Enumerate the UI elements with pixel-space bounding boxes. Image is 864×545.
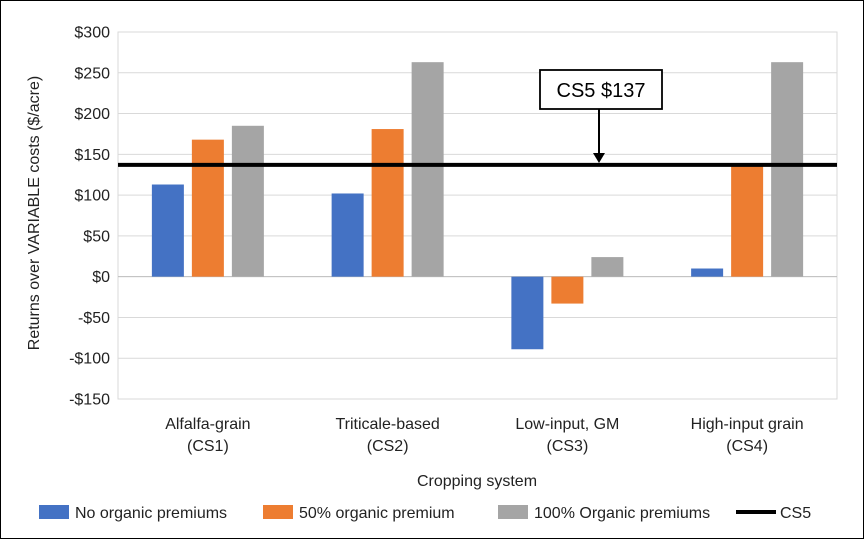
bar-1-cat-1 bbox=[151, 184, 184, 277]
cs5-callout: CS5 $137 bbox=[539, 69, 663, 163]
gridlines bbox=[117, 31, 838, 400]
y-tick-label: $200 bbox=[74, 106, 110, 123]
bar-2-cat-3 bbox=[551, 276, 584, 304]
bar-3-cat-1 bbox=[231, 125, 264, 277]
x-tick-label: (CS1) bbox=[187, 438, 229, 455]
bar-1-cat-2 bbox=[331, 193, 364, 277]
x-tick-label: (CS4) bbox=[726, 438, 768, 455]
x-axis-title: Cropping system bbox=[417, 473, 537, 490]
bar-3-cat-2 bbox=[411, 62, 444, 277]
legend-swatch-3 bbox=[498, 505, 528, 519]
bar-1-cat-3 bbox=[511, 276, 544, 350]
bar-2-cat-2 bbox=[371, 129, 404, 277]
y-tick-label: $150 bbox=[74, 147, 110, 164]
bar-3-cat-4 bbox=[771, 62, 804, 277]
plot-area-border bbox=[117, 31, 838, 400]
bars bbox=[151, 62, 804, 350]
y-axis-title: Returns over VARIABLE costs ($/acre) bbox=[26, 76, 43, 350]
legend-swatch-1 bbox=[39, 505, 69, 519]
x-tick-label: Low-input, GM bbox=[515, 416, 619, 433]
x-tick-label: High-input grain bbox=[691, 416, 804, 433]
y-axis-ticks: -$150 -$100 -$50 $0 $50 $100 $150 $200 $250 $300 bbox=[69, 25, 110, 409]
x-tick-label: (CS2) bbox=[367, 438, 409, 455]
callout-label: CS5 $137 bbox=[557, 80, 646, 102]
x-tick-label: (CS3) bbox=[546, 438, 588, 455]
x-tick-label: Triticale-based bbox=[335, 416, 439, 433]
legend: No organic premiums 50% organic premium 10… bbox=[39, 505, 811, 522]
legend-label: No organic premiums bbox=[75, 505, 227, 522]
y-tick-label: -$50 bbox=[78, 310, 110, 327]
x-tick-label: Alfalfa-grain bbox=[165, 416, 250, 433]
y-tick-label: -$150 bbox=[69, 392, 110, 409]
callout-arrow-head bbox=[593, 153, 605, 163]
bar-2-cat-4 bbox=[731, 164, 764, 277]
x-axis-ticks: Alfalfa-grain (CS1) Triticale-based (CS2) Lo… bbox=[165, 416, 803, 455]
callout-box bbox=[539, 69, 663, 110]
legend-swatch-2 bbox=[263, 505, 293, 519]
y-tick-label: $250 bbox=[74, 65, 110, 82]
legend-label: 100% Organic premiums bbox=[534, 505, 710, 522]
y-tick-label: $300 bbox=[74, 25, 110, 42]
y-tick-label: $0 bbox=[92, 269, 110, 286]
bar-2-cat-1 bbox=[191, 139, 224, 277]
y-tick-label: $50 bbox=[83, 228, 110, 245]
y-tick-label: -$100 bbox=[69, 351, 110, 368]
bar-1-cat-4 bbox=[691, 268, 724, 277]
legend-label: CS5 bbox=[780, 505, 811, 522]
y-tick-label: $100 bbox=[74, 188, 110, 205]
bar-3-cat-3 bbox=[591, 257, 624, 277]
legend-label: 50% organic premium bbox=[299, 505, 455, 522]
